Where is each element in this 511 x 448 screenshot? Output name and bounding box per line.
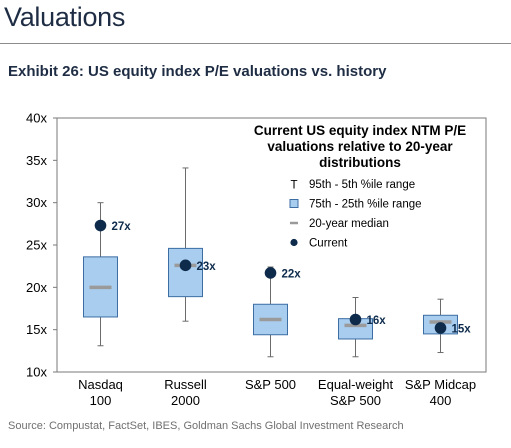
current-marker (349, 313, 362, 326)
box-group: 16x (338, 296, 387, 358)
chart-title-line: distributions (319, 155, 401, 170)
current-value-label: 15x (452, 323, 472, 335)
legend-label: Current (309, 238, 348, 250)
iqr-box (168, 247, 203, 298)
legend-current-symbol (290, 238, 298, 247)
legend-label: 95th - 5th %ile range (309, 179, 415, 191)
current-marker (434, 322, 447, 334)
x-category-label: S&P 500 (245, 377, 296, 392)
y-tick-label: 30x (26, 195, 47, 210)
chart-title-line: valuations relative to 20-year (267, 139, 453, 154)
x-category-label: Equal-weight (318, 377, 394, 392)
legend-whisker-symbol: T (290, 180, 297, 192)
y-tick-label: 25x (26, 238, 47, 253)
box-group: 23x (168, 167, 217, 322)
x-category-label: S&P 500 (330, 393, 381, 408)
exhibit-title: Exhibit 26: US equity index P/E valuatio… (8, 63, 387, 80)
legend-label: 75th - 25th %ile range (309, 199, 422, 211)
current-marker (264, 267, 277, 279)
legend-label: 20-year median (309, 218, 389, 230)
chart-title-line: Current US equity index NTM P/E (254, 123, 466, 138)
x-category-label: 100 (90, 393, 112, 408)
chart-title: Current US equity index NTM P/Evaluation… (254, 123, 466, 170)
legend-box-symbol (289, 199, 299, 208)
box-group: 22x (253, 266, 302, 358)
x-category-label: Russell (164, 377, 207, 392)
legend: T 95th - 5th %ile range 75th - 25th %ile r… (289, 179, 422, 250)
x-category-label: Nasdaq (78, 377, 123, 392)
pe-valuation-chart: 10x 15x 20x 25x 30x 35x 40x 27x 23x 22x 16x 15x Na… (26, 111, 487, 408)
x-category-label: 400 (430, 393, 452, 408)
y-tick-label: 35x (26, 153, 47, 168)
current-value-label: 22x (282, 268, 302, 280)
plot-frame (56, 117, 487, 373)
box-group: 27x (83, 202, 132, 347)
source-note: Source: Compustat, FactSet, IBES, Goldma… (8, 420, 404, 432)
section-title: Valuations (4, 2, 126, 32)
plot-area: 27x 23x 22x 16x 15x (56, 117, 487, 373)
x-category-label: S&P Midcap (405, 377, 476, 392)
y-axis: 10x 15x 20x 25x 30x 35x 40x (26, 111, 57, 380)
current-value-label: 23x (197, 261, 217, 273)
box-group: 15x (423, 298, 472, 354)
current-value-label: 16x (367, 315, 387, 327)
y-tick-label: 40x (26, 111, 47, 126)
header-divider (0, 43, 511, 44)
current-value-label: 27x (112, 221, 132, 233)
y-tick-label: 20x (26, 280, 47, 295)
y-tick-label: 15x (26, 322, 47, 337)
current-marker (179, 259, 192, 272)
x-category-label: 2000 (171, 393, 200, 408)
current-marker (94, 219, 107, 232)
y-tick-label: 10x (26, 365, 47, 380)
